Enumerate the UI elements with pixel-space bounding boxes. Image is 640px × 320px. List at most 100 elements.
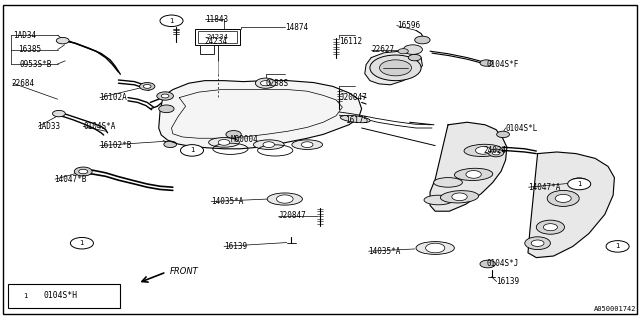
Circle shape (568, 178, 591, 190)
Circle shape (556, 195, 572, 203)
Ellipse shape (253, 140, 284, 149)
Bar (195, 29, 240, 45)
Circle shape (370, 55, 421, 81)
Text: 16112: 16112 (339, 37, 362, 46)
Circle shape (480, 260, 495, 268)
Ellipse shape (209, 138, 239, 147)
Circle shape (164, 141, 177, 148)
Text: 24024: 24024 (483, 146, 506, 155)
Circle shape (263, 142, 275, 148)
Text: M00004: M00004 (230, 135, 258, 144)
Text: 16102*B: 16102*B (99, 141, 132, 150)
Text: 14035*A: 14035*A (368, 247, 401, 256)
Circle shape (160, 15, 183, 27)
Circle shape (531, 240, 544, 246)
Circle shape (56, 37, 69, 44)
Text: 16102A: 16102A (99, 93, 127, 102)
Text: 16175: 16175 (346, 116, 369, 124)
Text: 14035*A: 14035*A (211, 197, 244, 206)
Ellipse shape (424, 195, 453, 205)
Circle shape (536, 220, 564, 234)
Ellipse shape (434, 178, 463, 187)
Ellipse shape (416, 242, 454, 254)
Text: A050001742: A050001742 (595, 306, 637, 312)
Text: 0104S*A: 0104S*A (83, 122, 116, 131)
Circle shape (301, 142, 313, 148)
Text: 0104S*L: 0104S*L (506, 124, 538, 132)
Text: 1: 1 (615, 244, 620, 249)
Text: 16385: 16385 (18, 45, 41, 54)
Polygon shape (528, 152, 614, 258)
Text: 16139: 16139 (496, 277, 519, 286)
Text: 16596: 16596 (397, 21, 420, 30)
Text: 22684: 22684 (12, 79, 35, 88)
Text: 0104S*H: 0104S*H (44, 292, 77, 300)
Text: 0104S*J: 0104S*J (486, 260, 519, 268)
Circle shape (276, 195, 293, 203)
Text: 0238S: 0238S (266, 79, 289, 88)
Text: 0953S*B: 0953S*B (19, 60, 52, 68)
Text: 14047*B: 14047*B (54, 175, 87, 184)
Circle shape (525, 237, 550, 250)
Circle shape (180, 145, 204, 156)
Circle shape (143, 84, 151, 88)
Ellipse shape (340, 116, 370, 123)
Circle shape (476, 147, 491, 154)
Circle shape (426, 243, 445, 253)
Bar (200, 45, 214, 54)
Circle shape (161, 94, 169, 98)
Ellipse shape (292, 140, 323, 149)
Circle shape (79, 169, 88, 174)
Circle shape (547, 190, 579, 206)
Circle shape (74, 167, 92, 176)
Text: 1: 1 (169, 18, 174, 24)
Circle shape (497, 131, 509, 138)
Circle shape (218, 140, 230, 145)
Text: J20847: J20847 (278, 212, 306, 220)
Circle shape (415, 36, 430, 44)
Circle shape (226, 131, 241, 138)
Polygon shape (430, 122, 507, 211)
Ellipse shape (464, 144, 502, 156)
Text: 11843: 11843 (205, 15, 228, 24)
Circle shape (452, 193, 467, 201)
Circle shape (52, 110, 65, 117)
Circle shape (488, 149, 504, 157)
Circle shape (408, 54, 421, 61)
Circle shape (260, 81, 271, 86)
Text: 14047*A: 14047*A (528, 183, 561, 192)
Text: J20847: J20847 (339, 93, 367, 102)
Circle shape (570, 178, 588, 187)
Circle shape (70, 237, 93, 249)
Text: 1: 1 (79, 240, 84, 246)
Text: 1: 1 (23, 293, 28, 299)
Circle shape (480, 60, 493, 66)
Text: 1: 1 (189, 148, 195, 153)
Text: 16139: 16139 (224, 242, 247, 251)
Circle shape (255, 78, 276, 88)
Text: 1AD33: 1AD33 (37, 122, 60, 131)
Ellipse shape (268, 193, 303, 205)
Text: 14874: 14874 (285, 23, 308, 32)
Text: 24234: 24234 (207, 34, 228, 40)
Bar (8, 284, 120, 308)
Text: 24234: 24234 (205, 37, 228, 46)
Text: 22627: 22627 (371, 45, 394, 54)
Circle shape (492, 151, 500, 155)
Text: FRONT: FRONT (170, 268, 198, 276)
Text: 1AD34: 1AD34 (13, 31, 36, 40)
Circle shape (140, 83, 155, 90)
Ellipse shape (440, 191, 479, 203)
Circle shape (157, 92, 173, 100)
Polygon shape (365, 51, 422, 85)
Circle shape (543, 224, 557, 231)
Text: 1: 1 (577, 181, 582, 187)
Circle shape (606, 241, 629, 252)
Polygon shape (159, 81, 362, 149)
Bar (198, 31, 237, 43)
Circle shape (159, 105, 174, 113)
Circle shape (398, 49, 408, 54)
Text: 0104S*F: 0104S*F (486, 60, 519, 68)
Circle shape (380, 60, 412, 76)
Circle shape (14, 290, 37, 302)
